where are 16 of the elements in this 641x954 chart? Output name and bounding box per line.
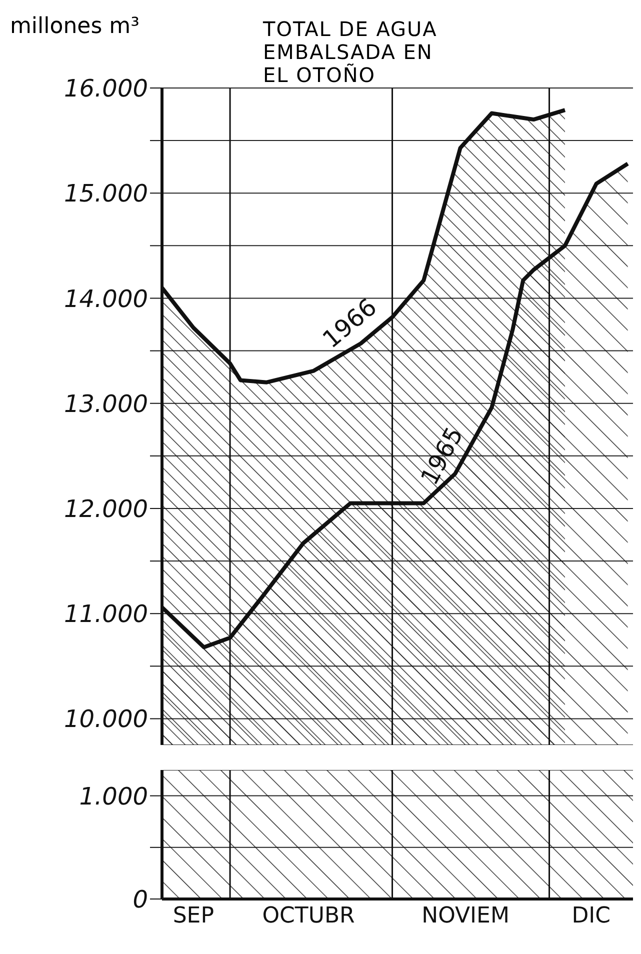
chart-title: TOTAL DE AGUA EMBALSADA EN EL OTOÑO [263,17,438,87]
y-tick-label: 1.000 [79,782,148,810]
y-tick-label: 13.000 [64,390,148,418]
y-tick-label: 0 [132,886,148,914]
y-tick-label: 16.000 [64,74,148,103]
y-tick-label: 14.000 [64,284,148,313]
y-tick-label: 11.000 [64,600,148,628]
x-tick-label: DIC [572,904,611,929]
y-tick-label: 10.000 [64,705,148,734]
x-tick-label: OCTUBR [262,904,355,929]
text: 1965 [415,422,469,490]
x-tick-label: NOVIEM [422,904,510,929]
x-tick-label: SEP [172,904,214,929]
y-tick-label: 15.000 [64,180,148,208]
y-tick-label: 12.000 [64,495,148,523]
y-axis-title: millones m³ [10,14,140,39]
